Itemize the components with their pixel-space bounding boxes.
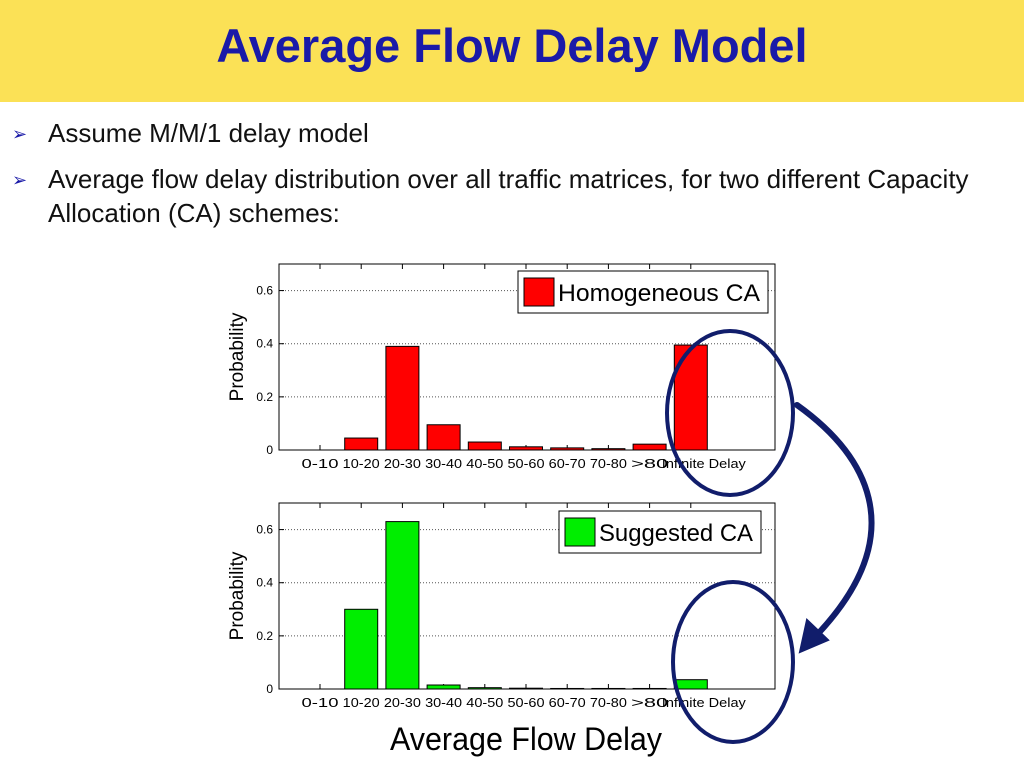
y-axis-label: Probability	[227, 312, 248, 401]
y-tick-label: 0.2	[256, 390, 273, 404]
x-tick-label: 40-50	[466, 695, 503, 710]
x-tick-label: Infinite Delay	[662, 695, 747, 710]
x-tick-label: 30-40	[425, 695, 462, 710]
highlight-ellipse-bottom	[671, 580, 795, 744]
x-tick-label: Infinite Delay	[662, 456, 747, 471]
bar	[591, 687, 626, 690]
legend-label: Suggested CA	[599, 520, 753, 547]
x-tick-label: 10-20	[343, 695, 380, 710]
arrow-bullet-icon: ➢	[12, 170, 28, 191]
x-tick-label: 50-60	[508, 456, 545, 471]
slide-title: Average Flow Delay Model	[216, 19, 808, 72]
bar	[509, 446, 543, 451]
bar	[632, 687, 667, 690]
bar	[426, 684, 461, 690]
legend-swatch	[523, 277, 555, 307]
x-axis-label: Average Flow Delay	[390, 721, 662, 757]
bar	[467, 441, 502, 451]
bullet-text: Assume M/M/1 delay model	[48, 118, 369, 148]
bar	[344, 608, 379, 690]
y-tick-label: 0.6	[256, 284, 273, 298]
y-tick-label: 0.4	[256, 576, 273, 590]
x-tick-label: 40-50	[466, 456, 503, 471]
x-tick-label: 30-40	[425, 456, 462, 471]
x-tick-label: 70-80	[590, 456, 627, 471]
x-tick-label: 20-30	[384, 695, 421, 710]
x-tick-label: 0-10	[302, 695, 339, 710]
bar	[385, 521, 420, 690]
x-tick-label: 0-10	[302, 456, 339, 471]
bar	[550, 447, 585, 451]
curved-arrow	[794, 402, 875, 643]
arrow-bullet-icon: ➢	[12, 124, 28, 145]
x-tick-label: 60-70	[549, 695, 586, 710]
bar	[509, 687, 543, 690]
y-tick-label: 0.4	[256, 337, 273, 351]
x-tick-label: >80	[631, 456, 668, 471]
legend-label: Homogeneous CA	[558, 280, 760, 307]
y-axis-label: Probability	[227, 551, 248, 640]
bar	[673, 679, 708, 690]
arrow-head-icon	[798, 618, 830, 654]
bar	[550, 687, 585, 690]
bar	[467, 687, 502, 690]
bar	[632, 443, 667, 451]
bar	[591, 448, 626, 451]
y-tick-label: 0	[266, 682, 273, 696]
x-tick-label: 20-30	[384, 456, 421, 471]
x-tick-label: 10-20	[343, 456, 380, 471]
bar	[344, 437, 379, 451]
y-tick-label: 0.2	[256, 629, 273, 643]
x-tick-label: 60-70	[549, 456, 586, 471]
bar	[385, 345, 420, 451]
x-tick-label: 70-80	[590, 695, 627, 710]
legend-box	[517, 270, 769, 314]
bullet-text: Average flow delay distribution over all…	[48, 164, 969, 228]
bar	[426, 424, 461, 451]
x-tick-label: 50-60	[508, 695, 545, 710]
highlight-ellipse-top	[665, 329, 795, 497]
y-tick-label: 0.6	[256, 523, 273, 537]
y-tick-label: 0	[266, 443, 273, 457]
legend-swatch	[564, 517, 596, 547]
title-bar: Average Flow Delay Model	[0, 0, 1024, 102]
x-tick-label: >80	[631, 695, 668, 710]
